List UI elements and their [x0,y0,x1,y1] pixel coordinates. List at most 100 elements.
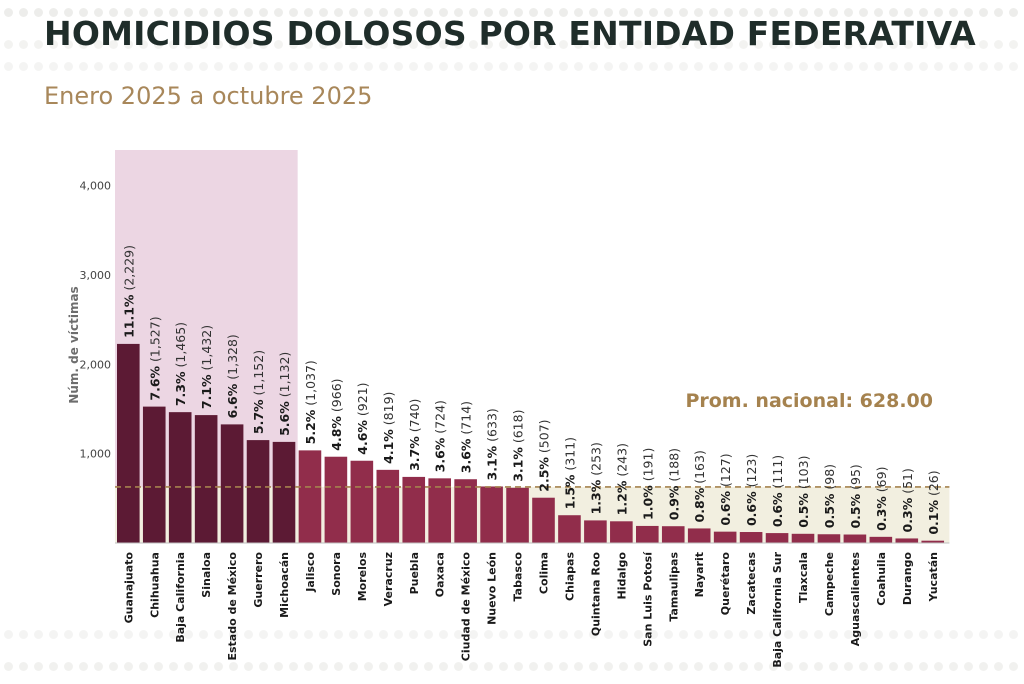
category-label-9: Sonora [330,552,343,596]
bar-label-23: 0.8% (163) [692,450,707,522]
category-label-13: Oaxaca [434,552,447,597]
bar-12 [402,476,426,543]
y-tick-label: 3,000 [80,269,112,282]
count-label: (311) [562,437,577,475]
bar-29 [843,534,867,543]
count-label: (633) [485,408,500,446]
bar-label-12: 3.7% (740) [407,399,422,471]
count-label: (1,037) [303,360,318,410]
category-label-18: Chiapas [563,552,576,601]
percent-label: 0.6% [770,492,785,527]
bar-5 [220,424,244,543]
bar-2 [142,406,166,543]
percent-label: 0.3% [874,496,889,531]
bar-labels-group: 11.1% (2,229) 7.6% (1,527) 7.3% (1,465) 7.1… [121,245,940,535]
bar-27 [791,533,815,543]
category-label-5: Estado de México [226,552,239,661]
chart-title: HOMICIDIOS DOLOSOS POR ENTIDAD FEDERATIV… [44,14,976,53]
bar-17 [532,497,555,543]
percent-label: 3.1% [485,445,500,480]
bar-label-9: 4.8% (966) [329,378,344,450]
count-label: (1,465) [173,322,188,372]
count-label: (966) [329,378,344,416]
bar-label-3: 7.3% (1,465) [173,322,188,406]
percent-label: 3.6% [459,438,474,473]
percent-label: 1.2% [614,480,629,515]
bar-label-32: 0.1% (26) [926,470,941,534]
percent-label: 2.5% [537,457,552,492]
percent-label: 5.2% [303,409,318,444]
bar-32 [921,540,945,543]
y-tick-label: 2,000 [80,358,112,371]
percent-label: 7.6% [147,365,162,400]
bar-label-31: 0.3% (51) [900,468,915,532]
category-label-16: Tabasco [512,552,525,602]
category-label-1: Guanajuato [122,552,135,624]
count-label: (127) [718,453,733,491]
count-label: (724) [433,400,448,438]
category-label-2: Chihuahua [148,552,161,618]
bar-11 [376,469,400,543]
y-axis-ticks: 1,000 2,000 3,000 4,000 [80,180,112,461]
count-label: (740) [407,399,422,437]
y-tick-label: 1,000 [80,448,112,461]
bar-label-2: 7.6% (1,527) [147,316,162,400]
bar-10 [350,460,374,543]
bar-label-13: 3.6% (724) [433,400,448,472]
category-label-22: Tamaulipas [667,552,680,622]
category-label-29: Aguascalientes [849,552,862,647]
count-label: (618) [511,410,526,448]
bar-label-19: 1.3% (253) [588,442,603,514]
bar-label-10: 4.6% (921) [355,382,370,454]
percent-label: 4.1% [381,429,396,464]
category-label-20: Hidalgo [615,552,628,600]
bar-16 [506,487,529,543]
percent-label: 4.8% [329,416,344,451]
category-label-4: Sinaloa [200,552,213,598]
category-label-12: Puebla [408,552,421,594]
count-label: (98) [822,464,837,494]
bar-6 [246,440,270,543]
bar-14 [454,479,477,543]
average-label: Prom. nacional: 628.00 [685,390,933,412]
bar-label-30: 0.3% (69) [874,467,889,531]
y-axis-label: Núm. de víctimas [67,286,81,403]
count-label: (1,132) [277,352,292,402]
percent-label: 0.1% [926,500,941,535]
bar-label-29: 0.5% (95) [848,464,863,528]
bar-label-4: 7.1% (1,432) [199,325,214,409]
percent-label: 3.6% [433,437,448,472]
bar-label-24: 0.6% (127) [718,453,733,525]
count-label: (1,527) [147,316,162,366]
count-label: (507) [537,419,552,457]
percent-label: 7.3% [173,371,188,406]
bar-26 [765,533,789,543]
category-label-11: Veracruz [382,552,395,606]
bar-label-17: 2.5% (507) [537,419,552,491]
count-label: (188) [666,448,681,486]
bar-31 [895,538,919,543]
count-label: (191) [640,448,655,486]
count-label: (1,328) [225,334,240,384]
bar-label-15: 3.1% (633) [485,408,500,480]
count-label: (253) [588,442,603,480]
percent-label: 0.5% [848,493,863,528]
bar-7 [272,441,296,543]
category-label-21: San Luis Potosí [641,551,654,647]
count-label: (95) [848,464,863,494]
count-label: (243) [614,443,629,481]
percent-label: 0.9% [666,485,681,520]
count-label: (1,152) [251,350,266,400]
bar-22 [661,526,685,543]
count-label: (103) [796,456,811,494]
bar-label-22: 0.9% (188) [666,448,681,520]
category-label-27: Tlaxcala [797,552,810,603]
bar-21 [636,525,659,543]
count-label: (819) [381,392,396,430]
category-label-10: Morelos [356,552,369,602]
percent-label: 0.6% [744,491,759,526]
bar-label-28: 0.5% (98) [822,464,837,528]
bar-3 [168,412,192,543]
bar-18 [558,515,581,543]
bar-25 [739,532,763,543]
